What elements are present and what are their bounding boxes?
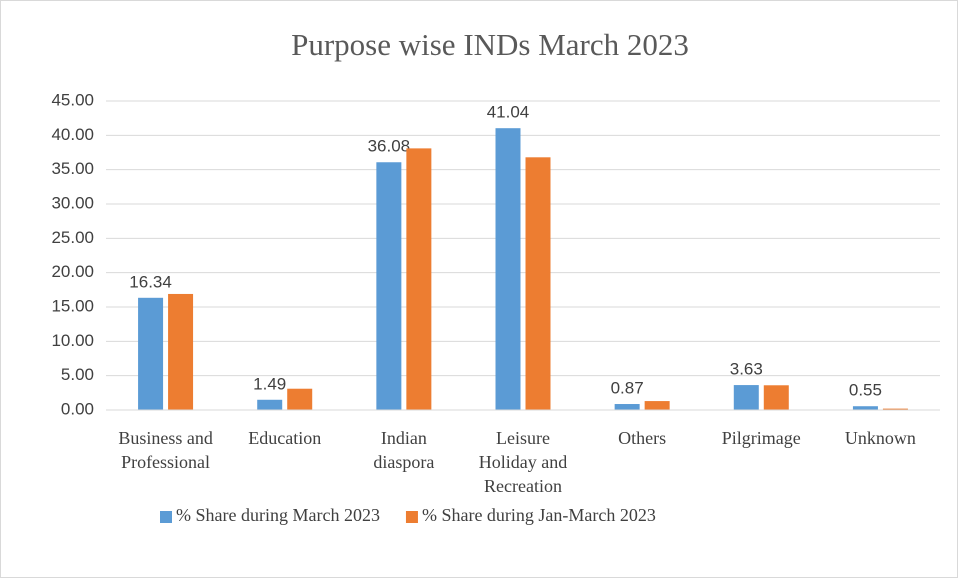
x-tick-line: Recreation: [484, 476, 562, 496]
bar: [376, 162, 402, 410]
legend-label: % Share during Jan-March 2023: [422, 505, 656, 525]
bar: [406, 148, 432, 410]
y-tick-label: 25.00: [51, 228, 94, 247]
y-tick-label: 15.00: [51, 296, 94, 315]
y-tick-label: 20.00: [51, 262, 94, 281]
x-tick-label: Indian diaspora: [373, 428, 434, 472]
x-tick-line: diaspora: [373, 452, 434, 472]
x-tick-label: Unknown: [845, 428, 916, 448]
bar: [495, 128, 521, 410]
data-label: 41.04: [487, 103, 530, 122]
bar: [138, 297, 164, 410]
bar: [882, 408, 908, 410]
legend-label: % Share during March 2023: [176, 505, 380, 525]
y-tick-label: 45.00: [51, 90, 94, 109]
bar: [733, 385, 759, 410]
bar: [763, 385, 789, 410]
y-tick-label: 35.00: [51, 159, 94, 178]
y-tick-label: 30.00: [51, 193, 94, 212]
x-tick-line: Pilgrimage: [722, 428, 801, 448]
chart-title: Purpose wise INDs March 2023: [291, 27, 689, 62]
data-label: 0.87: [611, 379, 644, 398]
x-tick-label: Education: [248, 428, 321, 448]
x-tick-label: Business and Professional: [118, 428, 213, 472]
y-tick-label: 5.00: [61, 365, 94, 384]
x-tick-line: Holiday and: [479, 452, 567, 472]
data-label: 1.49: [253, 374, 286, 393]
x-tick-line: Professional: [121, 452, 210, 472]
bar: [525, 157, 551, 410]
bar: [644, 401, 670, 410]
x-tick-line: Education: [248, 428, 321, 448]
x-tick-label: Others: [618, 428, 666, 448]
bar: [257, 399, 283, 410]
bar: [287, 388, 313, 410]
x-tick-line: Others: [618, 428, 666, 448]
x-tick-line: Unknown: [845, 428, 916, 448]
data-label: 3.63: [730, 360, 763, 379]
x-tick-line: Leisure: [496, 428, 550, 448]
bar: [852, 406, 878, 410]
x-tick-label: Pilgrimage: [722, 428, 801, 448]
x-tick-label: Leisure Holiday and Recreation: [479, 428, 567, 496]
y-tick-label: 10.00: [51, 331, 94, 350]
bar: [614, 404, 640, 410]
data-label: 36.08: [368, 137, 411, 156]
legend-swatch: [160, 511, 172, 523]
bar: [168, 293, 194, 410]
data-label: 16.34: [129, 272, 172, 291]
x-tick-line: Indian: [381, 428, 427, 448]
x-tick-line: Business and: [118, 428, 213, 448]
legend-swatch: [405, 511, 418, 523]
y-tick-label: 40.00: [51, 125, 94, 144]
y-tick-label: 0.00: [61, 399, 94, 418]
data-label: 0.55: [849, 381, 882, 400]
